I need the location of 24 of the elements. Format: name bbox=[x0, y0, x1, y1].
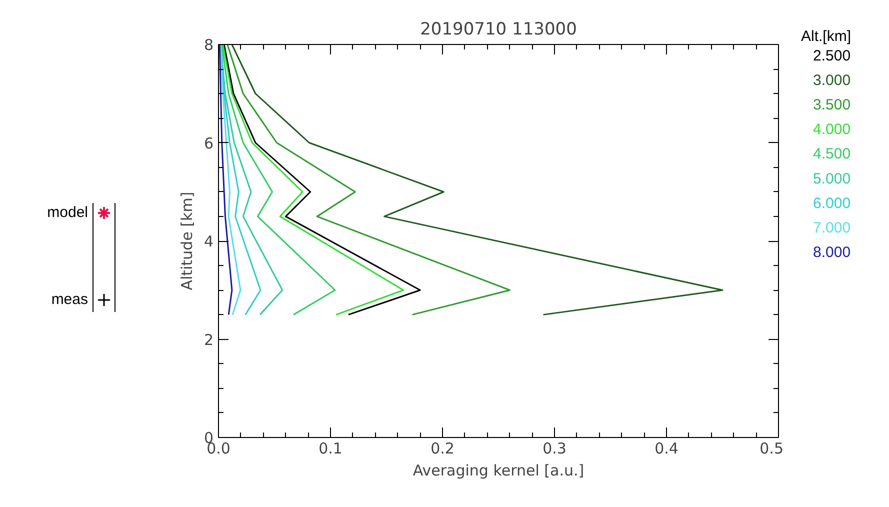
legend-label: 2.500 bbox=[813, 47, 851, 64]
x-tick-label: 0.3 bbox=[542, 440, 566, 458]
chart-title: 20190710 113000 bbox=[420, 20, 577, 40]
text: model bbox=[47, 204, 88, 221]
text: 4.500 bbox=[813, 146, 851, 163]
y-tick-label: 6 bbox=[204, 134, 214, 152]
y-tick-label: 4 bbox=[204, 232, 214, 250]
text: 3.500 bbox=[813, 96, 851, 114]
x-tick-label: 0.4 bbox=[654, 440, 678, 458]
y-axis-title: Altitude [km] bbox=[178, 192, 196, 290]
y-tick-label: 8 bbox=[204, 36, 214, 54]
x-tick-label: 0.1 bbox=[318, 440, 342, 458]
text: 3.000 bbox=[813, 72, 851, 89]
x-tick-label: 0.5 bbox=[760, 440, 784, 458]
text: 7.000 bbox=[813, 219, 851, 236]
y-tick-label: 2 bbox=[204, 330, 214, 349]
x-tick-label: 0.2 bbox=[430, 440, 454, 458]
text: meas bbox=[51, 290, 88, 308]
text: 5.000 bbox=[813, 170, 851, 188]
text: 8.000 bbox=[813, 244, 851, 262]
text: 6.000 bbox=[813, 194, 851, 212]
x-axis-title: Averaging kernel [a.u.] bbox=[412, 462, 584, 480]
legend-title: Alt.[km] bbox=[801, 28, 852, 45]
text: 4.000 bbox=[813, 121, 851, 138]
